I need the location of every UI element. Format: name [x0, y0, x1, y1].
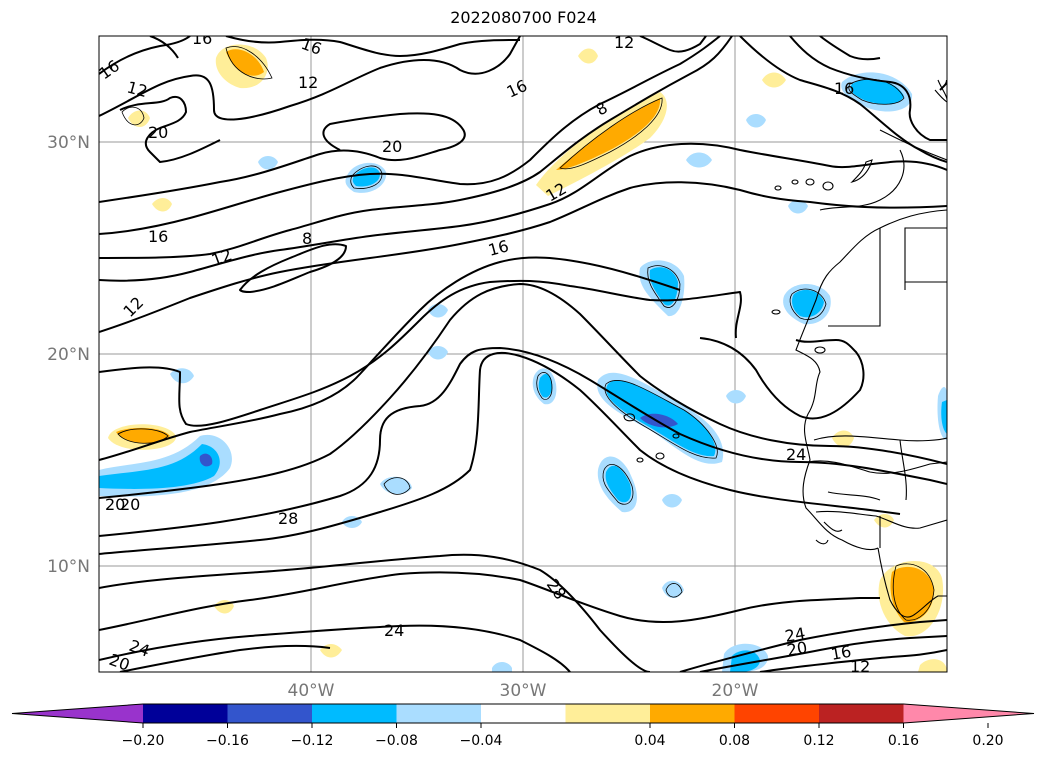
- lon-label-40w: 40°W: [288, 681, 335, 701]
- colorbar-tick-label: −0.20: [122, 733, 165, 749]
- contour-label: 20: [148, 123, 168, 142]
- colorbar-segment: [312, 704, 397, 723]
- contour-label: 16: [834, 79, 854, 98]
- contour-label: 12: [850, 657, 870, 676]
- contour-label: 24: [384, 621, 404, 640]
- colorbar-tick-label: 0.08: [719, 733, 750, 749]
- colorbar-tick-label: 0.16: [888, 733, 919, 749]
- colorbar-segment: [565, 704, 651, 723]
- contour-label: 16: [486, 236, 511, 260]
- contours: [99, 36, 947, 672]
- colorbar-over-triangle: [903, 704, 1034, 723]
- gridlines: [99, 36, 947, 672]
- contour-label: 20: [105, 495, 125, 514]
- contour-label: 28: [278, 509, 298, 528]
- contour-label: 12: [125, 78, 150, 102]
- contour-label: 12: [298, 73, 318, 92]
- lon-label-20w: 20°W: [712, 681, 759, 701]
- lat-label-30n: 30°N: [47, 133, 90, 153]
- contour-label: 20: [107, 650, 133, 675]
- contour-label: 20: [120, 495, 140, 514]
- contour-label: 16: [192, 29, 212, 48]
- colorbar-segment: [819, 704, 904, 723]
- colorbar-segment: [227, 704, 313, 723]
- colorbar-segment: [481, 704, 566, 723]
- contour-label: 24: [786, 445, 806, 464]
- colorbar-tick-label: −0.08: [375, 733, 418, 749]
- colorbar-segment: [734, 704, 820, 723]
- contour-label: 24: [783, 624, 806, 646]
- contour-label: 16: [299, 34, 325, 59]
- colorbar-under-triangle: [12, 704, 143, 723]
- colorbar-tick-label: 0.12: [803, 733, 834, 749]
- contour-label: 20: [382, 137, 402, 156]
- colorbar-segment: [650, 704, 735, 723]
- colorbar-tick-label: −0.04: [460, 733, 503, 749]
- colorbar-tick-label: −0.12: [291, 733, 334, 749]
- colorbar-tick-label: 0.04: [634, 733, 665, 749]
- map-frame: [98, 35, 948, 673]
- lat-label-10n: 10°N: [47, 557, 90, 577]
- contour-label: 16: [829, 642, 852, 664]
- colorbar-segment: [396, 704, 482, 723]
- lat-label-20n: 20°N: [47, 345, 90, 365]
- lon-label-30w: 30°W: [500, 681, 547, 701]
- colorbar-tick-label: 0.20: [972, 733, 1003, 749]
- chart-title: 2022080700 F024: [450, 8, 597, 27]
- contour-label: 12: [614, 33, 634, 52]
- contour-label: 20: [785, 638, 808, 660]
- colorbar-segment: [143, 704, 228, 723]
- contour-label: 8: [302, 229, 312, 248]
- colorbar: −0.20 −0.16 −0.12 −0.08 −0.04 0.04 0.08 0.12 0.1…: [11, 703, 1035, 749]
- colorbar-tick-label: −0.16: [206, 733, 249, 749]
- contour-label: 16: [148, 227, 168, 246]
